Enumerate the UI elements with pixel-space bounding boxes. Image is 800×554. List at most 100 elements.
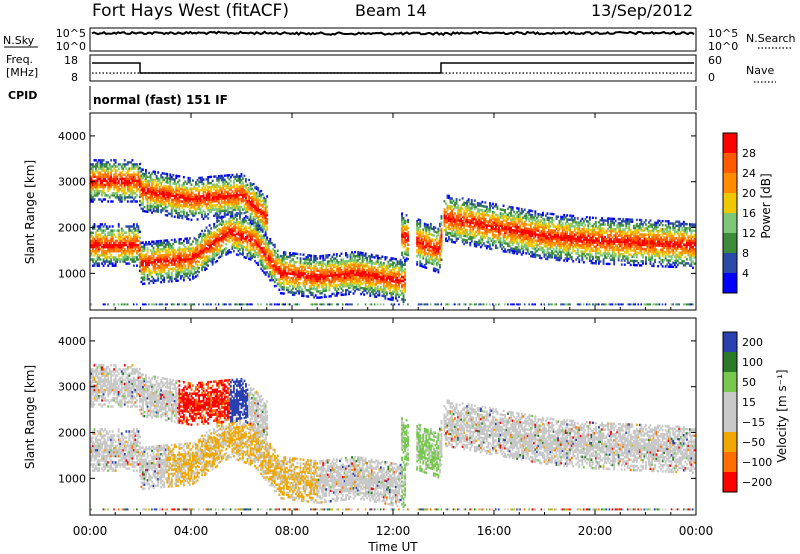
power-cell <box>136 235 138 238</box>
power-cell <box>175 269 178 272</box>
power-cell <box>164 262 167 265</box>
power-cell <box>117 254 120 257</box>
power-cell <box>240 244 243 247</box>
power-cell <box>198 244 200 247</box>
power-cell <box>155 252 158 255</box>
power-cell <box>149 178 152 181</box>
power-cell <box>195 181 197 184</box>
power-cell <box>255 261 258 265</box>
power-cell <box>186 197 188 200</box>
power-cell <box>199 197 202 200</box>
power-cell <box>172 269 175 272</box>
power-cell <box>189 199 191 203</box>
power-cell <box>222 178 225 182</box>
power-cell <box>170 245 173 248</box>
power-cell <box>202 259 205 262</box>
power-cell <box>190 183 193 186</box>
power-cell <box>104 256 106 259</box>
power-cell <box>189 303 191 306</box>
power-cell <box>119 194 122 197</box>
power-cell <box>246 253 249 256</box>
power-cell <box>207 198 210 201</box>
power-cell <box>198 254 200 257</box>
power-cell <box>184 188 187 191</box>
power-cell <box>245 236 247 239</box>
power-cell <box>129 161 132 164</box>
power-cell <box>187 239 190 242</box>
power-cell <box>213 194 216 197</box>
power-cell <box>223 233 226 237</box>
power-cell <box>237 247 240 251</box>
power-cell <box>113 173 116 176</box>
power-cell <box>158 258 161 261</box>
power-cell <box>154 172 156 176</box>
power-cell <box>142 174 144 178</box>
power-cell <box>158 303 161 306</box>
power-cell <box>226 190 229 194</box>
power-cell <box>228 234 231 237</box>
power-cell <box>175 250 178 254</box>
power-cell <box>228 211 231 214</box>
power-cell <box>90 190 93 193</box>
power-cell <box>189 179 191 182</box>
power-cell <box>131 181 134 185</box>
power-cell <box>166 187 169 190</box>
power-cell <box>146 179 149 183</box>
power-cell <box>199 232 202 236</box>
power-cell <box>155 199 158 203</box>
power-cell <box>160 262 163 265</box>
power-cell <box>178 258 181 262</box>
power-cell <box>134 239 137 243</box>
power-cell <box>226 227 229 230</box>
power-cell <box>248 203 250 206</box>
power-cell <box>239 244 241 247</box>
power-cell <box>102 303 105 306</box>
power-cell <box>320 292 323 295</box>
power-cell <box>223 199 226 202</box>
power-cell <box>93 245 96 249</box>
power-cell <box>92 264 94 267</box>
power-cell <box>251 238 253 241</box>
power-cell <box>157 279 160 282</box>
power-cell <box>137 173 140 176</box>
power-cell <box>243 303 246 306</box>
power-cell <box>164 264 167 267</box>
power-cell <box>223 178 226 181</box>
power-cell <box>242 220 244 223</box>
power-cell <box>329 303 332 306</box>
power-cell <box>98 248 100 251</box>
power-cell <box>128 179 131 183</box>
power-cell <box>160 248 163 251</box>
power-cell <box>199 245 202 248</box>
power-cell <box>126 163 129 166</box>
power-cell <box>189 237 191 240</box>
power-cell <box>234 221 237 225</box>
power-cell <box>178 201 181 205</box>
power-cell <box>178 185 181 188</box>
power-cell <box>255 208 258 211</box>
power-cell <box>210 245 213 249</box>
power-cell <box>90 245 93 249</box>
power-cell <box>182 258 185 261</box>
power-cell <box>249 254 252 257</box>
freq-panel-frame <box>89 54 697 82</box>
power-cell <box>154 209 156 213</box>
power-cell <box>222 222 225 225</box>
power-cell <box>248 235 250 238</box>
power-cell <box>210 239 213 242</box>
power-cell <box>140 182 143 186</box>
power-cell <box>228 194 231 198</box>
power-cell <box>214 195 217 199</box>
power-cell <box>122 256 125 259</box>
power-cell <box>166 274 169 277</box>
power-cell <box>90 192 93 195</box>
power-cell <box>166 257 169 261</box>
power-cell <box>232 200 235 203</box>
power-cell <box>142 176 144 180</box>
power-cell <box>251 256 253 260</box>
power-cell <box>140 268 143 271</box>
power-cell <box>201 266 203 270</box>
power-cell <box>176 248 179 251</box>
power-cell <box>257 195 260 198</box>
power-cell <box>225 253 228 256</box>
